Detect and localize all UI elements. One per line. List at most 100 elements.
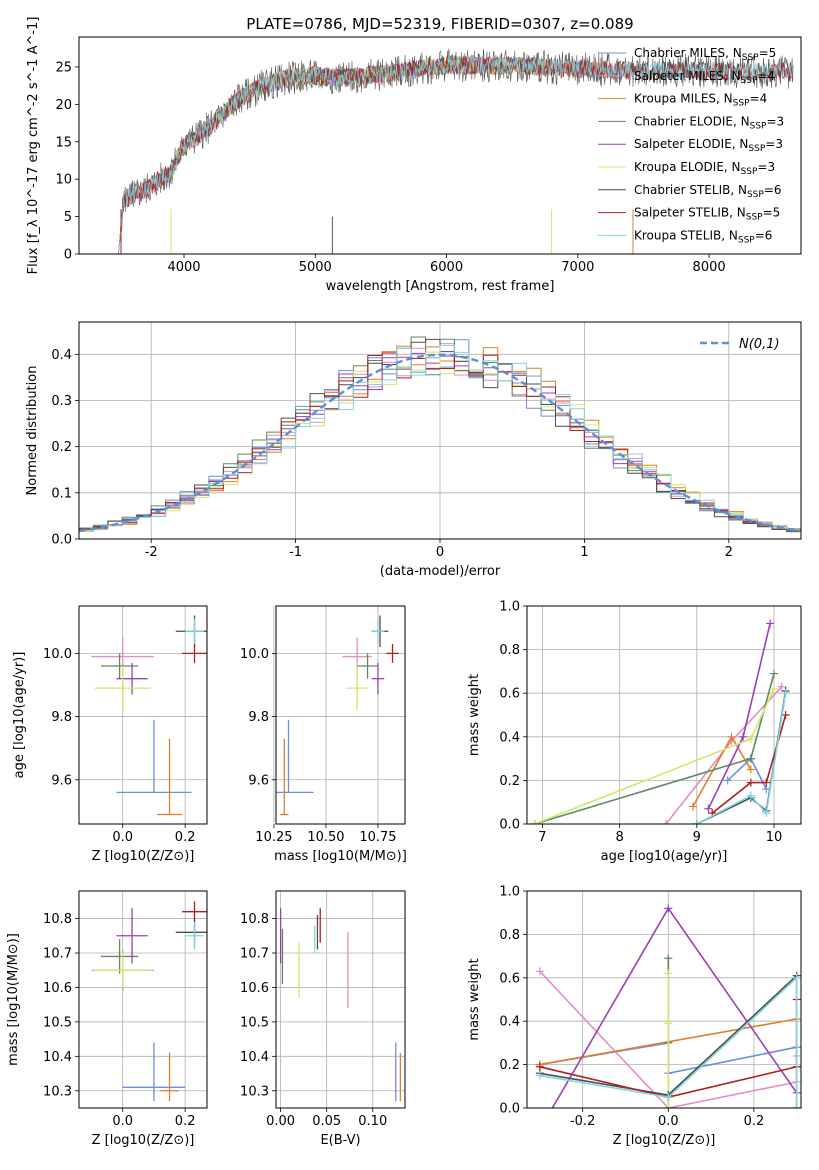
y-tick-label: 10.3	[43, 1084, 72, 1099]
legend-label-main: Chabrier ELODIE, N	[634, 114, 750, 128]
y-tick-label: 10.0	[240, 647, 269, 662]
y-tick-label: 0.8	[499, 928, 520, 943]
x-tick-label: 0.2	[744, 1114, 765, 1129]
weight-marker	[661, 820, 670, 824]
panel-mass-vs-Z: 0.0 0.2 10.3 10.4 10.5 10.6 10.7 10.8 Z [log10(Z…	[6, 890, 208, 1148]
x-tick-label: 0.0	[658, 1114, 679, 1129]
weight-marker	[746, 734, 755, 743]
panel-weight-vs-Z: -0.2 0.0 0.2 0.0 0.2 0.4 0.6 0.8 1.0 Z [log10(Z/Z…	[467, 885, 802, 1148]
weight-marker	[664, 1019, 673, 1028]
y-tick-label: 0.4	[51, 348, 72, 363]
x-tick-label: 7	[538, 830, 546, 845]
y-tick-label: 0.4	[499, 1015, 520, 1030]
spectrum-model-line	[118, 55, 793, 254]
axes-frame	[78, 890, 208, 1109]
legend-label-suffix: =4	[757, 69, 775, 83]
legend-label-sub: SSP	[747, 190, 764, 200]
x-tick-label: 1	[580, 545, 588, 560]
legend-label-main: Chabrier STELIB, N	[634, 183, 747, 197]
legend-label-suffix: =5	[763, 206, 781, 220]
y-tick-label: 9.8	[248, 710, 269, 725]
plot-area-weight-vs-age	[530, 619, 790, 824]
legend-label-main: Kroupa STELIB, N	[634, 228, 738, 242]
legend-label: Salpeter ELODIE, NSSP=3	[634, 137, 783, 154]
weight-marker	[792, 1104, 801, 1108]
x-tick-label: -1	[289, 545, 302, 560]
x-tick-label: 7000	[561, 260, 594, 275]
y-tick-label: 15	[55, 135, 72, 150]
y-tick-label: 10.6	[240, 981, 269, 996]
y-tick-label: 10.5	[43, 1015, 72, 1030]
plot-area-mass-vs-Z	[91, 901, 207, 1102]
axes-frame	[275, 890, 406, 1109]
weight-marker	[536, 1126, 544, 1134]
axes-frame	[78, 36, 802, 255]
y-tick-label: 10.3	[240, 1084, 269, 1099]
panel-age-vs-Z: 0.0 0.2 9.6 9.8 10.0 Z [log10(Z/Z⊙)] age [log1…	[12, 605, 208, 864]
x-tick-label: 10	[766, 830, 783, 845]
weight-marker	[766, 619, 775, 628]
weight-marker	[692, 820, 701, 824]
weight-marker	[727, 732, 736, 741]
x-tick-label: 9	[693, 830, 701, 845]
legend-label-suffix: =3	[765, 137, 783, 151]
legend-label-main: Kroupa MILES, N	[634, 92, 733, 106]
y-axis-label: mass weight	[467, 958, 482, 1040]
x-tick-label: 5000	[299, 260, 332, 275]
panel-spectrum: 4000 5000 6000 7000 8000 0 5 10 15 20 25 wavelength…	[26, 17, 802, 294]
legend-label-suffix: =5	[759, 46, 777, 60]
x-tick-label: 0.0	[112, 830, 133, 845]
y-axis-label: mass weight	[467, 674, 482, 756]
y-tick-label: 0.2	[499, 1058, 520, 1073]
x-tick-label: 0.10	[358, 1114, 387, 1129]
y-tick-label: 20	[55, 98, 72, 113]
legend-label-suffix: =4	[750, 92, 768, 106]
panel-age-vs-mass: 10.25 10.50 10.75 9.6 9.8 10.0 mass [log10(M/M…	[240, 605, 407, 864]
weight-marker	[530, 820, 539, 824]
weight-marker	[664, 969, 673, 978]
legend-label-main: Salpeter STELIB, N	[634, 206, 746, 220]
y-axis-label: age [log10(age/yr)]	[12, 652, 27, 779]
y-tick-label: 0.0	[51, 533, 72, 548]
x-tick-label: 0.0	[112, 1114, 133, 1129]
legend-label-suffix: =3	[766, 114, 784, 128]
legend-label-sub: SSP	[746, 213, 763, 223]
x-tick-label: 10.25	[255, 830, 292, 845]
legend-label-sub: SSP	[750, 121, 767, 131]
weight-marker	[746, 765, 755, 774]
legend-label: Kroupa ELODIE, NSSP=3	[634, 160, 775, 177]
gaussian-curve	[79, 353, 801, 533]
x-tick-label: 10.75	[359, 830, 396, 845]
y-tick-label: 25	[55, 60, 72, 75]
y-axis-label: Flux [f_λ 10^-17 erg cm^-2 s^-1 A^-1]	[26, 17, 41, 275]
y-tick-label: 0.0	[499, 1102, 520, 1117]
legend-label: Salpeter MILES, NSSP=4	[634, 69, 775, 86]
legend-label-suffix: =6	[755, 228, 773, 242]
y-tick-label: 0.8	[499, 643, 520, 658]
axes-frame	[275, 605, 406, 825]
y-tick-label: 0.4	[499, 730, 520, 745]
x-tick-label: 4000	[167, 260, 200, 275]
y-tick-label: 0.2	[51, 440, 72, 455]
legend-label-sub: SSP	[742, 53, 759, 63]
x-tick-label: 0.2	[175, 830, 196, 845]
weight-series-line	[539, 975, 798, 1108]
y-tick-label: 10	[55, 173, 72, 188]
plot-area-age-vs-mass	[276, 615, 399, 816]
weight-marker	[688, 802, 697, 811]
legend-label: Kroupa STELIB, NSSP=6	[634, 228, 772, 245]
axes-frame	[526, 605, 802, 825]
x-axis-label: wavelength [Angstrom, rest frame]	[326, 279, 555, 294]
y-tick-label: 10.8	[240, 912, 269, 927]
axes-frame	[78, 321, 802, 540]
weight-marker	[746, 754, 755, 763]
y-tick-label: 10.7	[43, 947, 72, 962]
y-tick-label: 10.5	[240, 1015, 269, 1030]
x-axis-label: (data-model)/error	[380, 564, 501, 579]
y-tick-label: 10.4	[43, 1050, 72, 1065]
plot-area-residuals	[79, 336, 801, 533]
legend-label: Salpeter STELIB, NSSP=5	[634, 206, 780, 223]
legend-label-sub: SSP	[738, 235, 755, 245]
x-tick-label: 0.2	[175, 1114, 196, 1129]
